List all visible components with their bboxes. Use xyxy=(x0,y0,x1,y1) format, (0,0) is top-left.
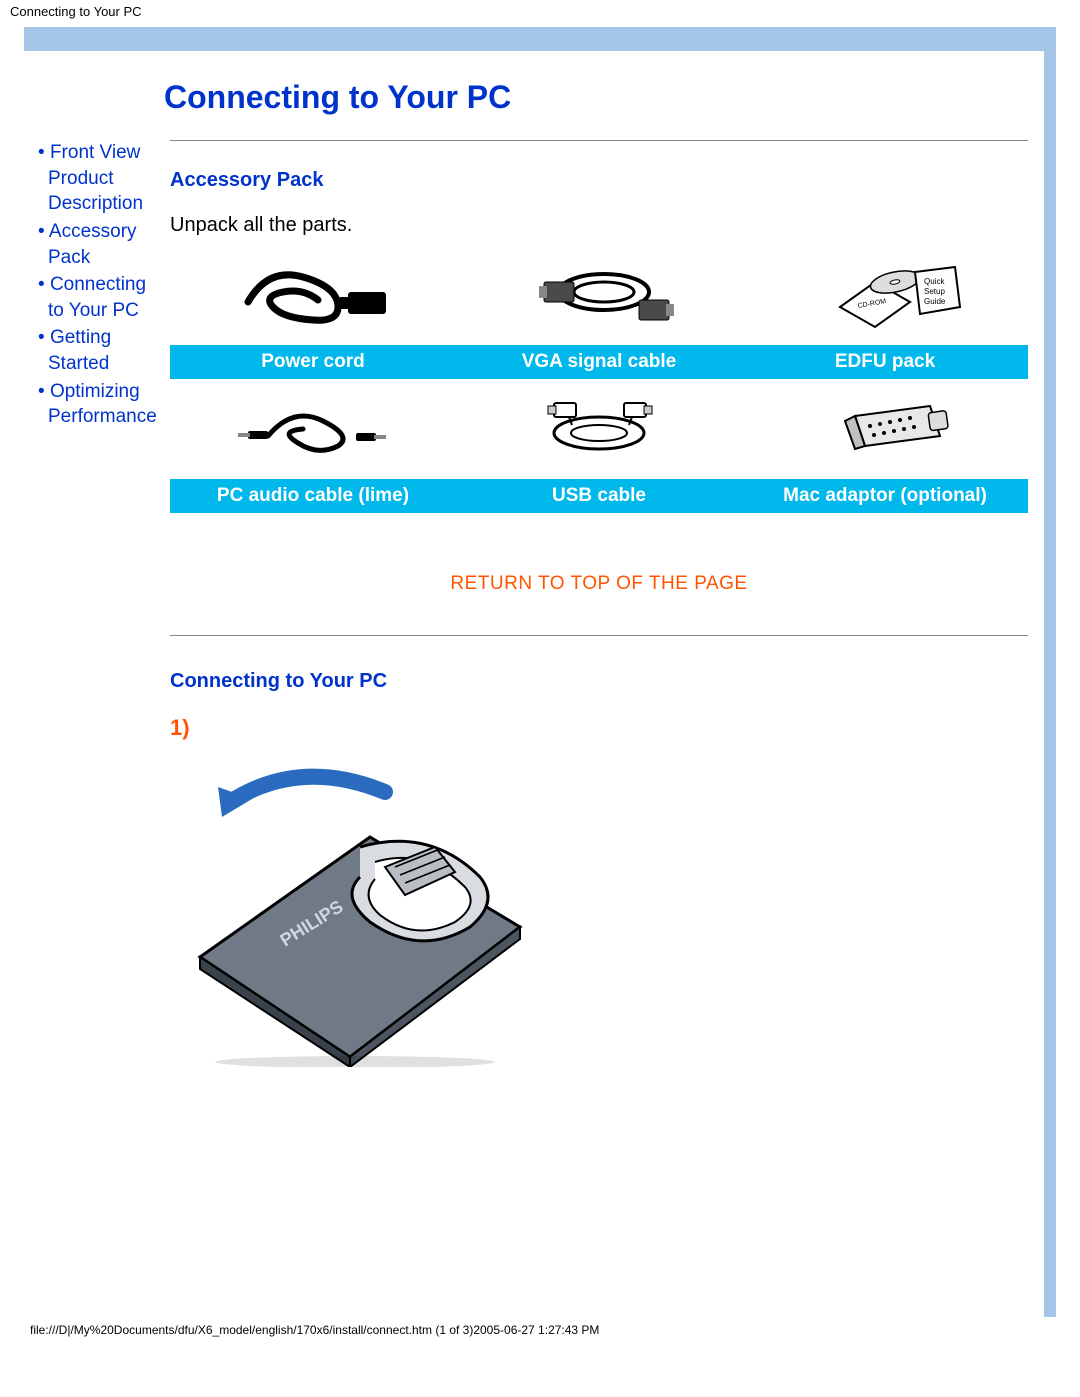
sidebar-nav: Front View Product Description Accessory… xyxy=(32,140,162,1073)
power-cord-icon xyxy=(228,252,398,332)
usb-cable-icon xyxy=(514,391,684,461)
page-frame: Connecting to Your PC Front View Product… xyxy=(24,27,1056,1317)
step-1-label: 1) xyxy=(170,715,1028,741)
accessory-pack-heading: Accessory Pack xyxy=(170,169,1028,192)
sidebar-item-optimizing[interactable]: Optimizing Performance xyxy=(36,379,162,432)
accessory-intro-text: Unpack all the parts. xyxy=(170,214,1028,237)
sidebar-item-getting-started[interactable]: Getting Started xyxy=(36,325,162,378)
sidebar-item-accessory-pack[interactable]: Accessory Pack xyxy=(36,219,162,272)
accessory-table: CD-ROM Quick Setup Guide Power cord VGA … xyxy=(170,245,1028,513)
sidebar-item-front-view[interactable]: Front View Product Description xyxy=(36,140,162,219)
page-title: Connecting to Your PC xyxy=(24,51,1044,140)
accessory-label-edfu-pack: EDFU pack xyxy=(742,345,1028,379)
step-1-image: PHILIPS xyxy=(170,747,1028,1073)
return-to-top-link[interactable]: RETURN TO TOP OF THE PAGE xyxy=(170,573,1028,595)
divider xyxy=(170,140,1028,141)
connecting-heading: Connecting to Your PC xyxy=(170,670,1028,693)
monitor-base-icon: PHILIPS xyxy=(170,747,530,1067)
svg-text:Setup: Setup xyxy=(924,287,945,296)
accessory-label-usb-cable: USB cable xyxy=(456,479,742,513)
footer-path: file:///D|/My%20Documents/dfu/X6_model/e… xyxy=(0,1317,1080,1343)
edfu-pack-icon: CD-ROM Quick Setup Guide xyxy=(800,252,970,332)
audio-cable-icon xyxy=(228,391,398,461)
accessory-image-mac-adaptor xyxy=(742,379,1028,479)
accessory-label-mac-adaptor: Mac adaptor (optional) xyxy=(742,479,1028,513)
main-content: Accessory Pack Unpack all the parts. xyxy=(162,140,1036,1073)
svg-text:Quick: Quick xyxy=(924,277,945,286)
mac-adaptor-icon xyxy=(800,391,970,461)
accessory-label-audio-cable: PC audio cable (lime) xyxy=(170,479,456,513)
accessory-image-power-cord xyxy=(170,245,456,345)
svg-text:Guide: Guide xyxy=(924,297,946,306)
accessory-image-edfu-pack: CD-ROM Quick Setup Guide xyxy=(742,245,1028,345)
accessory-label-power-cord: Power cord xyxy=(170,345,456,379)
divider xyxy=(170,635,1028,636)
accessory-label-vga-cable: VGA signal cable xyxy=(456,345,742,379)
document-header-title: Connecting to Your PC xyxy=(0,0,1080,23)
accessory-image-vga-cable xyxy=(456,245,742,345)
sidebar-item-connecting[interactable]: Connecting to Your PC xyxy=(36,272,162,325)
vga-cable-icon xyxy=(514,252,684,332)
accessory-image-usb-cable xyxy=(456,379,742,479)
accessory-image-audio-cable xyxy=(170,379,456,479)
content-wrapper: Front View Product Description Accessory… xyxy=(24,140,1044,1073)
